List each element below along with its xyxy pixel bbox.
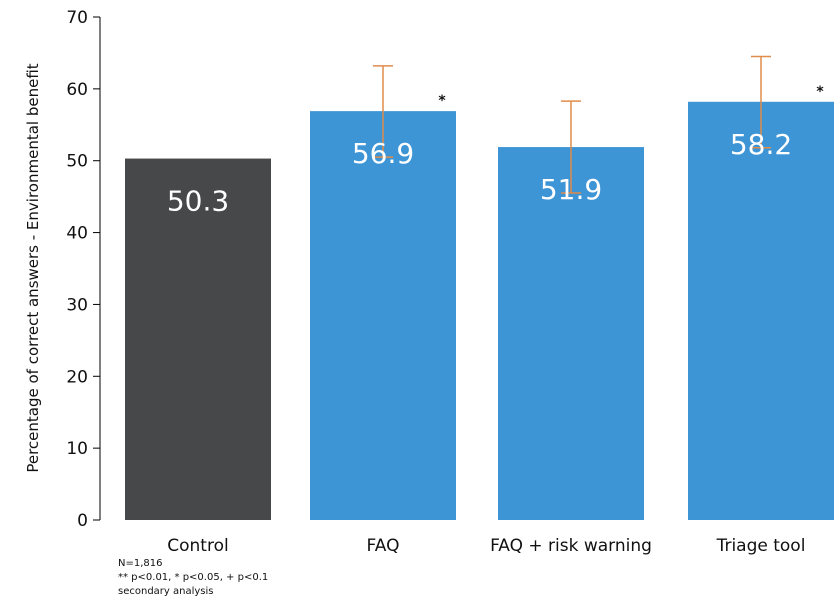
note-n: N=1,816: [118, 558, 163, 569]
category-labels: Control FAQ FAQ + risk warning Triage tool: [167, 536, 805, 556]
y-tick-label: 50: [66, 152, 88, 172]
significance-mark: *: [816, 84, 824, 100]
bar-value-label: 51.9: [540, 173, 602, 206]
bar: [310, 111, 456, 520]
y-tick-label: 30: [66, 295, 88, 315]
bar: [498, 147, 644, 520]
x-tick-label: FAQ: [367, 536, 400, 556]
y-tick-label: 0: [77, 511, 88, 531]
bar-value-label: 56.9: [352, 137, 414, 170]
bar-value-label: 58.2: [730, 128, 792, 161]
y-tick-label: 70: [66, 8, 88, 28]
bar: [125, 158, 271, 520]
significance-mark: *: [438, 93, 446, 109]
y-axis: 0 10 20 30 40 50 60 70: [66, 8, 101, 531]
y-tick-label: 40: [66, 224, 88, 244]
y-tick-label: 60: [66, 80, 88, 100]
note-secondary: secondary analysis: [118, 586, 214, 597]
x-tick-label: FAQ + risk warning: [490, 536, 652, 556]
y-tick-label: 10: [66, 439, 88, 459]
y-axis-label: Percentage of correct answers - Environm…: [24, 63, 42, 472]
note-significance: ** p<0.01, * p<0.05, + p<0.1: [118, 572, 268, 583]
bar-value-label: 50.3: [167, 185, 229, 218]
y-tick-label: 20: [66, 367, 88, 387]
x-tick-label: Control: [167, 536, 228, 556]
bar: [688, 101, 834, 520]
error-bars: [373, 55, 771, 194]
chart-notes: N=1,816 ** p<0.01, * p<0.05, + p<0.1 sec…: [118, 558, 268, 597]
data-labels: 50.3 56.9 * 51.9 58.2 *: [167, 84, 825, 218]
x-tick-label: Triage tool: [716, 536, 806, 556]
bars: [125, 101, 834, 520]
